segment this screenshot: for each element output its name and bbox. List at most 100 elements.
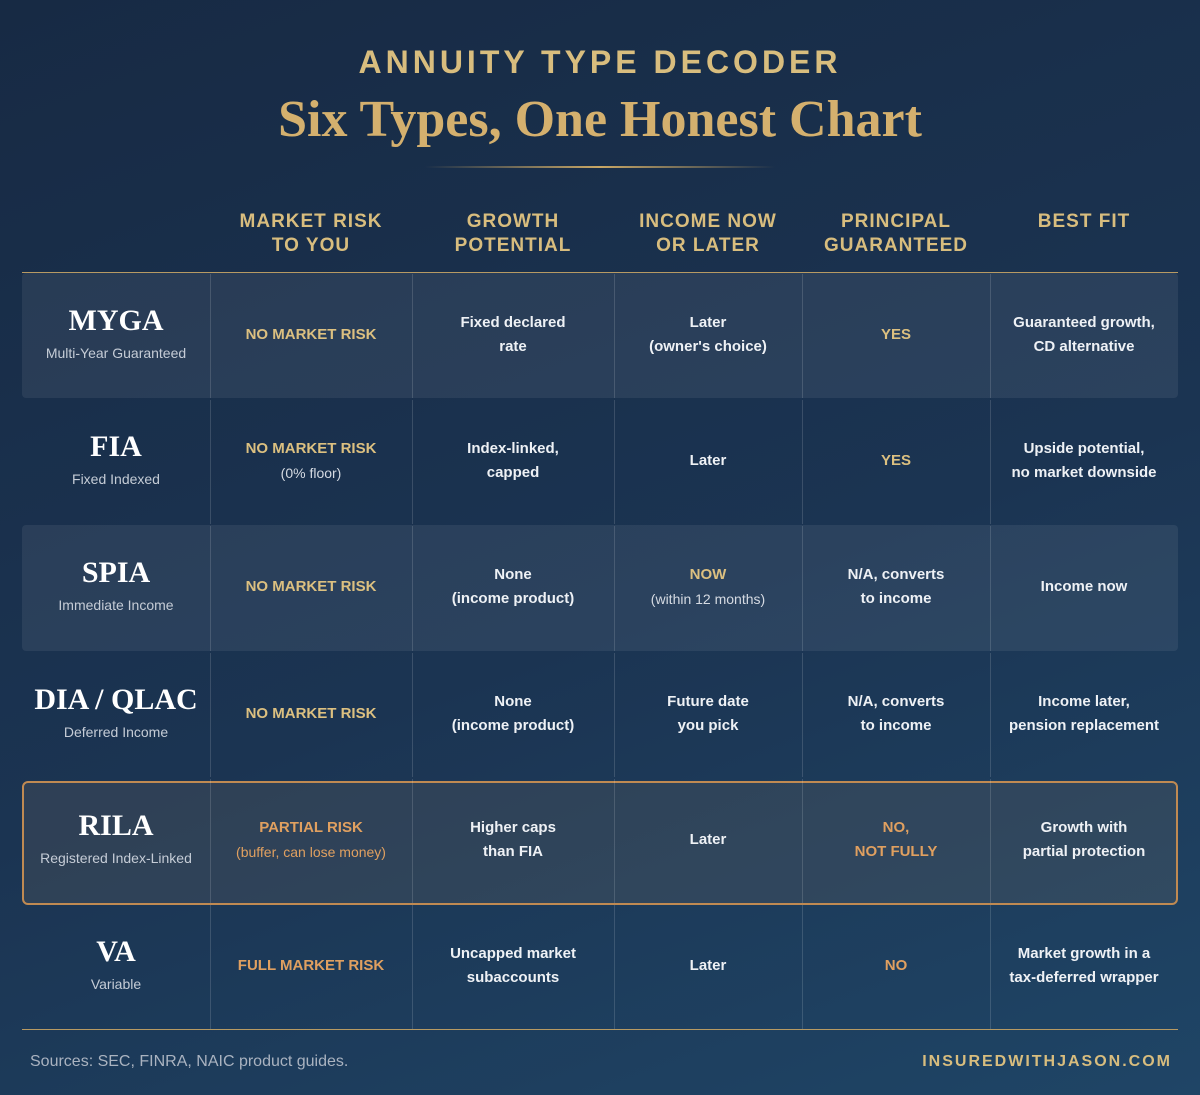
cell-line: Guaranteed growth,: [1013, 314, 1155, 332]
column-divider: [412, 400, 413, 525]
column-divider: [412, 274, 413, 399]
cell-line: NO MARKET RISK: [245, 440, 377, 458]
table-cell: Income now: [990, 524, 1178, 650]
column-divider: [614, 526, 615, 651]
type-name: MYGA: [68, 304, 164, 338]
cell-line: (0% floor): [280, 465, 342, 482]
column-divider: [990, 652, 991, 777]
column-divider: [210, 526, 211, 651]
table-cell: YES: [802, 398, 990, 524]
table-cell: Upside potential, no market downside: [990, 398, 1178, 524]
rule: [22, 272, 1178, 273]
cell-line: Future date: [667, 692, 749, 710]
type-subtitle: Immediate Income: [58, 597, 174, 614]
column-header: PRINCIPAL GUARANTEED: [802, 210, 990, 258]
cell-line: no market downside: [1011, 464, 1157, 482]
row-label: MYGA Multi-Year Guaranteed: [22, 272, 210, 398]
cell-line: Market growth in a: [1017, 945, 1151, 963]
cell-line: N/A, converts: [847, 692, 945, 710]
column-divider: [210, 400, 211, 525]
table-cell: NOW (within 12 months): [614, 524, 802, 650]
cell-line: (income product): [451, 590, 575, 608]
cell-line: PARTIAL RISK: [259, 818, 363, 836]
table-cell: Market growth in a tax-deferred wrapper: [990, 903, 1178, 1029]
column-divider: [990, 526, 991, 651]
cell-line: subaccounts: [466, 969, 560, 987]
cell-line: None: [494, 692, 532, 710]
column-divider: [802, 274, 803, 399]
cell-line: Higher caps: [470, 818, 556, 836]
table-cell: YES: [802, 272, 990, 398]
type-name: FIA: [90, 430, 142, 464]
header-line: POTENTIAL: [454, 235, 572, 256]
row-label: FIA Fixed Indexed: [22, 398, 210, 524]
table-cell: Higher caps than FIA: [412, 777, 614, 903]
column-divider: [802, 652, 803, 777]
kicker: ANNUITY TYPE DECODER: [358, 44, 842, 80]
table-cell: None (income product): [412, 524, 614, 650]
cell-line: None: [494, 566, 532, 584]
table-cell: PARTIAL RISK (buffer, can lose money): [210, 777, 412, 903]
cell-line: rate: [499, 338, 527, 356]
cell-line: (buffer, can lose money): [236, 843, 386, 860]
table-cell: N/A, converts to income: [802, 524, 990, 650]
column-divider: [412, 652, 413, 777]
column-divider: [802, 400, 803, 525]
cell-line: NO MARKET RISK: [245, 704, 377, 722]
table-cell: Fixed declared rate: [412, 272, 614, 398]
column-divider: [614, 400, 615, 525]
table-cell: None (income product): [412, 651, 614, 777]
header-line: OR LATER: [656, 235, 760, 256]
cell-line: you pick: [677, 716, 739, 734]
column-divider: [614, 778, 615, 903]
cell-line: Uncapped market: [450, 945, 576, 963]
header-line: GUARANTEED: [823, 235, 969, 256]
table-cell: FULL MARKET RISK: [210, 903, 412, 1029]
header-line: MARKET RISK: [239, 211, 383, 232]
cell-line: tax-deferred wrapper: [1009, 969, 1159, 987]
table-cell: NO MARKET RISK: [210, 651, 412, 777]
row-highlight: [22, 780, 1178, 905]
cell-line: FULL MARKET RISK: [237, 957, 385, 975]
table-cell: NO MARKET RISK (0% floor): [210, 398, 412, 524]
table-cell: Later: [614, 903, 802, 1029]
divider: [425, 166, 775, 168]
type-name: RILA: [78, 808, 154, 842]
type-subtitle: Registered Index-Linked: [40, 849, 192, 866]
cell-line: Fixed declared: [460, 314, 566, 332]
column-divider: [990, 274, 991, 399]
rule: [22, 1029, 1178, 1030]
title: Six Types, One Honest Chart: [278, 91, 922, 148]
table-cell: Index-linked, capped: [412, 398, 614, 524]
column-divider: [210, 274, 211, 399]
column-divider: [802, 905, 803, 1030]
cell-line: capped: [486, 464, 540, 482]
cell-line: Growth with: [1040, 818, 1128, 836]
row-label: SPIA Immediate Income: [22, 524, 210, 650]
table-cell: Uncapped market subaccounts: [412, 903, 614, 1029]
cell-line: NO,: [882, 818, 910, 836]
column-header: INCOME NOW OR LATER: [614, 210, 802, 258]
table-cell: Growth with partial protection: [990, 777, 1178, 903]
header-line: GROWTH: [466, 211, 560, 232]
table-cell: Guaranteed growth, CD alternative: [990, 272, 1178, 398]
column-header: GROWTH POTENTIAL: [412, 210, 614, 258]
column-divider: [614, 905, 615, 1030]
cell-line: partial protection: [1022, 842, 1146, 860]
header-line: BEST FIT: [1037, 211, 1131, 232]
sources: Sources: SEC, FINRA, NAIC product guides…: [30, 1053, 349, 1070]
header-line: PRINCIPAL: [841, 211, 951, 232]
table-cell: Later (owner's choice): [614, 272, 802, 398]
cell-line: NOT FULLY: [854, 842, 938, 860]
cell-line: Income now: [1040, 578, 1128, 596]
cell-line: NOW: [689, 566, 727, 584]
type-name: DIA / QLAC: [34, 682, 198, 716]
cell-line: N/A, converts: [847, 566, 945, 584]
table-cell: Later: [614, 777, 802, 903]
row-label: RILA Registered Index-Linked: [22, 777, 210, 903]
table-cell: Income later, pension replacement: [990, 651, 1178, 777]
column-divider: [990, 400, 991, 525]
table-cell: NO: [802, 903, 990, 1029]
cell-line: Upside potential,: [1023, 440, 1145, 458]
column-header: BEST FIT: [990, 210, 1178, 234]
